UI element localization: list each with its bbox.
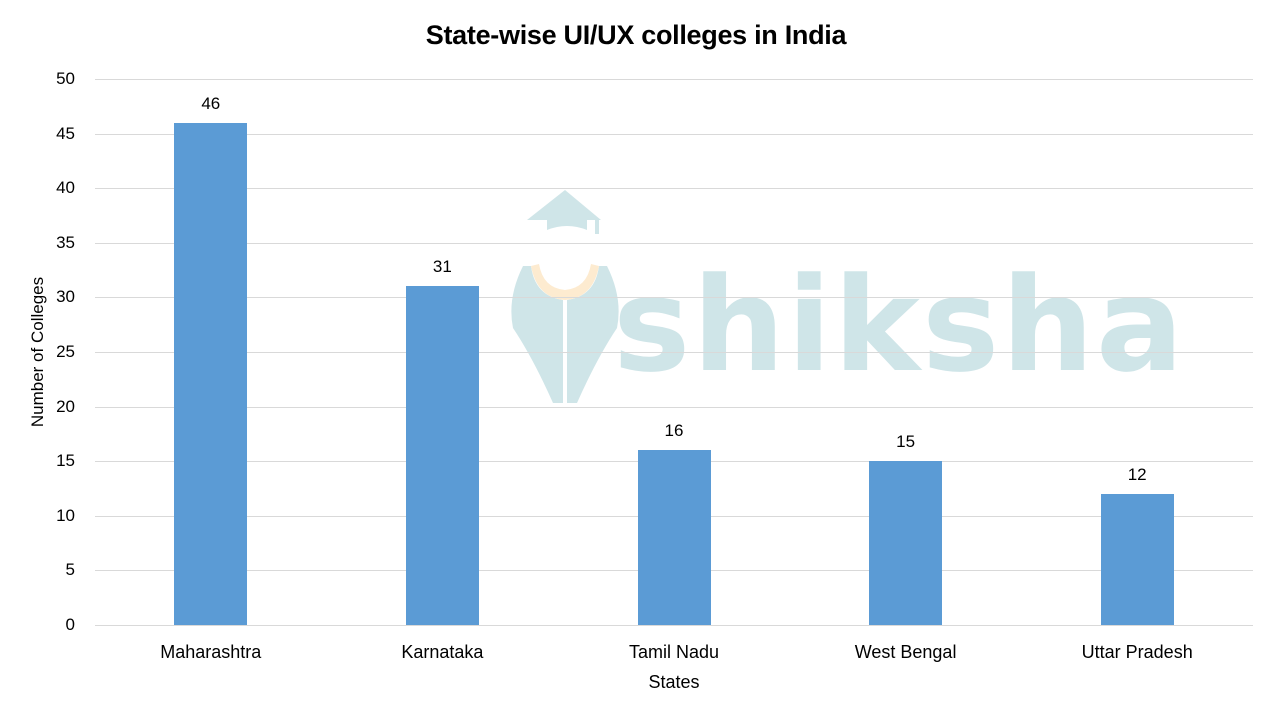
- chart-title: State-wise UI/UX colleges in India: [425, 20, 847, 50]
- y-tick-label: 40: [56, 178, 75, 198]
- y-tick-label: 20: [56, 396, 75, 416]
- x-tick-label: Uttar Pradesh: [1081, 642, 1193, 662]
- gridline: [95, 188, 1253, 190]
- gridline: [95, 625, 1253, 626]
- y-tick-label: 10: [56, 505, 75, 525]
- bar-west-bengal: [869, 461, 943, 625]
- data-label: 16: [664, 421, 684, 441]
- bar-karnataka: [405, 286, 479, 625]
- gridline: [95, 297, 1253, 299]
- x-tick-label: West Bengal: [854, 642, 957, 662]
- x-tick-label: Karnataka: [401, 642, 484, 662]
- y-tick-label: 15: [56, 451, 75, 471]
- bar-tamil-nadu: [637, 450, 711, 625]
- plot-area: 46 31 16 15 12: [95, 79, 1253, 626]
- y-tick-label: 5: [65, 560, 75, 580]
- bar-uttar-pradesh: [1100, 493, 1174, 625]
- x-tick-label: Maharashtra: [160, 642, 262, 662]
- gridline: [95, 406, 1253, 408]
- gridline: [95, 133, 1253, 135]
- y-tick-label: 35: [56, 232, 75, 252]
- y-tick-label: 50: [56, 69, 75, 88]
- gridline: [95, 242, 1253, 244]
- data-label: 31: [432, 257, 452, 277]
- gridline: [95, 352, 1253, 353]
- x-tick-label: Tamil Nadu: [628, 642, 720, 662]
- data-label: 12: [1127, 464, 1147, 484]
- y-tick-label: 45: [56, 123, 75, 143]
- gridline: [95, 79, 1253, 80]
- y-tick-label: 0: [65, 615, 75, 634]
- bar-maharashtra: [174, 122, 248, 625]
- y-tick-label: 30: [56, 287, 75, 307]
- data-label: 46: [201, 93, 221, 113]
- data-label: 15: [896, 432, 916, 452]
- x-axis-label: States: [648, 672, 700, 692]
- y-tick-label: 25: [56, 342, 75, 361]
